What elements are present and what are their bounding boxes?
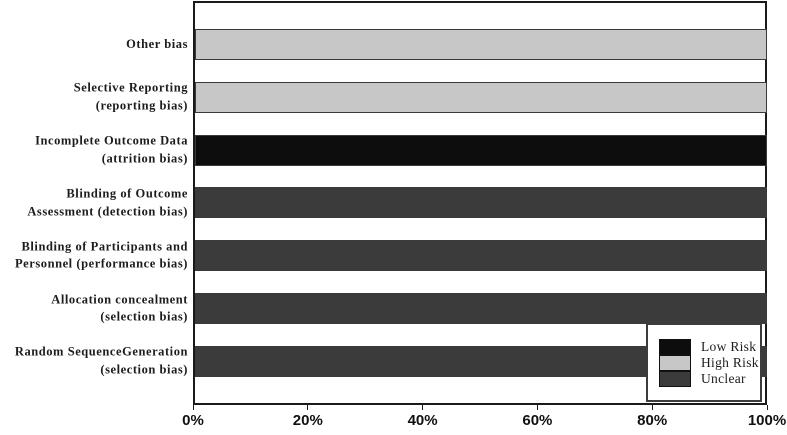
bar-6 <box>195 293 767 324</box>
category-label-line: Blinding of Participants and <box>21 238 188 253</box>
category-label-line: Assessment (detection bias) <box>27 203 188 218</box>
legend-label: Low Risk <box>701 338 757 354</box>
legend-item: Low Risk <box>659 338 760 355</box>
x-axis-tick <box>192 405 194 410</box>
category-label-line: (reporting bias) <box>95 98 188 113</box>
x-axis-tick-label: 20% <box>292 412 323 429</box>
category-label: Blinding of Outcome Assessment (detection… <box>0 185 188 221</box>
category-label: Random SequenceGeneration (selection bias… <box>0 344 188 380</box>
legend-color-swatch <box>659 354 691 371</box>
x-axis-tick <box>536 405 538 410</box>
bar-2 <box>195 81 767 113</box>
legend-label: High Risk <box>701 354 759 370</box>
x-axis: 0% 20% 40% 60% 80% 100% <box>182 405 786 435</box>
x-axis-tick-label: 80% <box>637 412 668 429</box>
legend-item: High Risk <box>659 354 760 371</box>
category-label-line: Other bias <box>126 36 188 51</box>
category-label-line: (selection bias) <box>100 362 188 377</box>
category-label-line: Blinding of Outcome <box>66 186 188 201</box>
x-axis-tick <box>422 405 424 410</box>
x-axis-tick-label: 100% <box>747 412 787 429</box>
category-label: Selective Reporting (reporting bias) <box>0 80 188 116</box>
category-label-line: (attrition bias) <box>101 151 188 166</box>
plot-area: Low Risk High Risk Unclear <box>193 1 767 405</box>
bar-5 <box>195 240 767 272</box>
x-axis-tick <box>766 405 768 410</box>
x-axis-tick-label: 40% <box>407 412 438 429</box>
category-label-line: Personnel (performance bias) <box>14 256 188 271</box>
x-axis-tick-label: 0% <box>182 412 204 429</box>
legend-label: Unclear <box>701 370 746 386</box>
legend: Low Risk High Risk Unclear <box>646 323 762 402</box>
legend-items: Low Risk High Risk Unclear <box>659 338 760 387</box>
category-labels: Other bias Selective Reporting (reporting … <box>0 0 188 405</box>
category-label: Allocation concealment (selection bias) <box>0 291 188 327</box>
category-label: Blinding of Participants and Personnel (p… <box>0 238 188 274</box>
legend-item: Unclear <box>659 370 760 387</box>
category-label-line: Incomplete Outcome Data <box>35 133 188 148</box>
x-axis-tick <box>651 405 653 410</box>
bar-3 <box>195 134 767 166</box>
category-label: Incomplete Outcome Data (attrition bias) <box>0 132 188 168</box>
category-label: Other bias <box>0 36 188 54</box>
x-axis-tick <box>307 405 309 410</box>
x-axis-tick-label: 60% <box>522 412 553 429</box>
category-label-line: Selective Reporting <box>73 80 188 95</box>
category-label-line: Allocation concealment <box>51 291 188 306</box>
bar-4 <box>195 187 767 219</box>
category-label-line: (selection bias) <box>100 309 188 324</box>
bar-1 <box>195 29 767 60</box>
category-label-line: Random SequenceGeneration <box>14 344 188 359</box>
legend-color-swatch <box>659 338 691 355</box>
legend-color-swatch <box>659 370 691 387</box>
